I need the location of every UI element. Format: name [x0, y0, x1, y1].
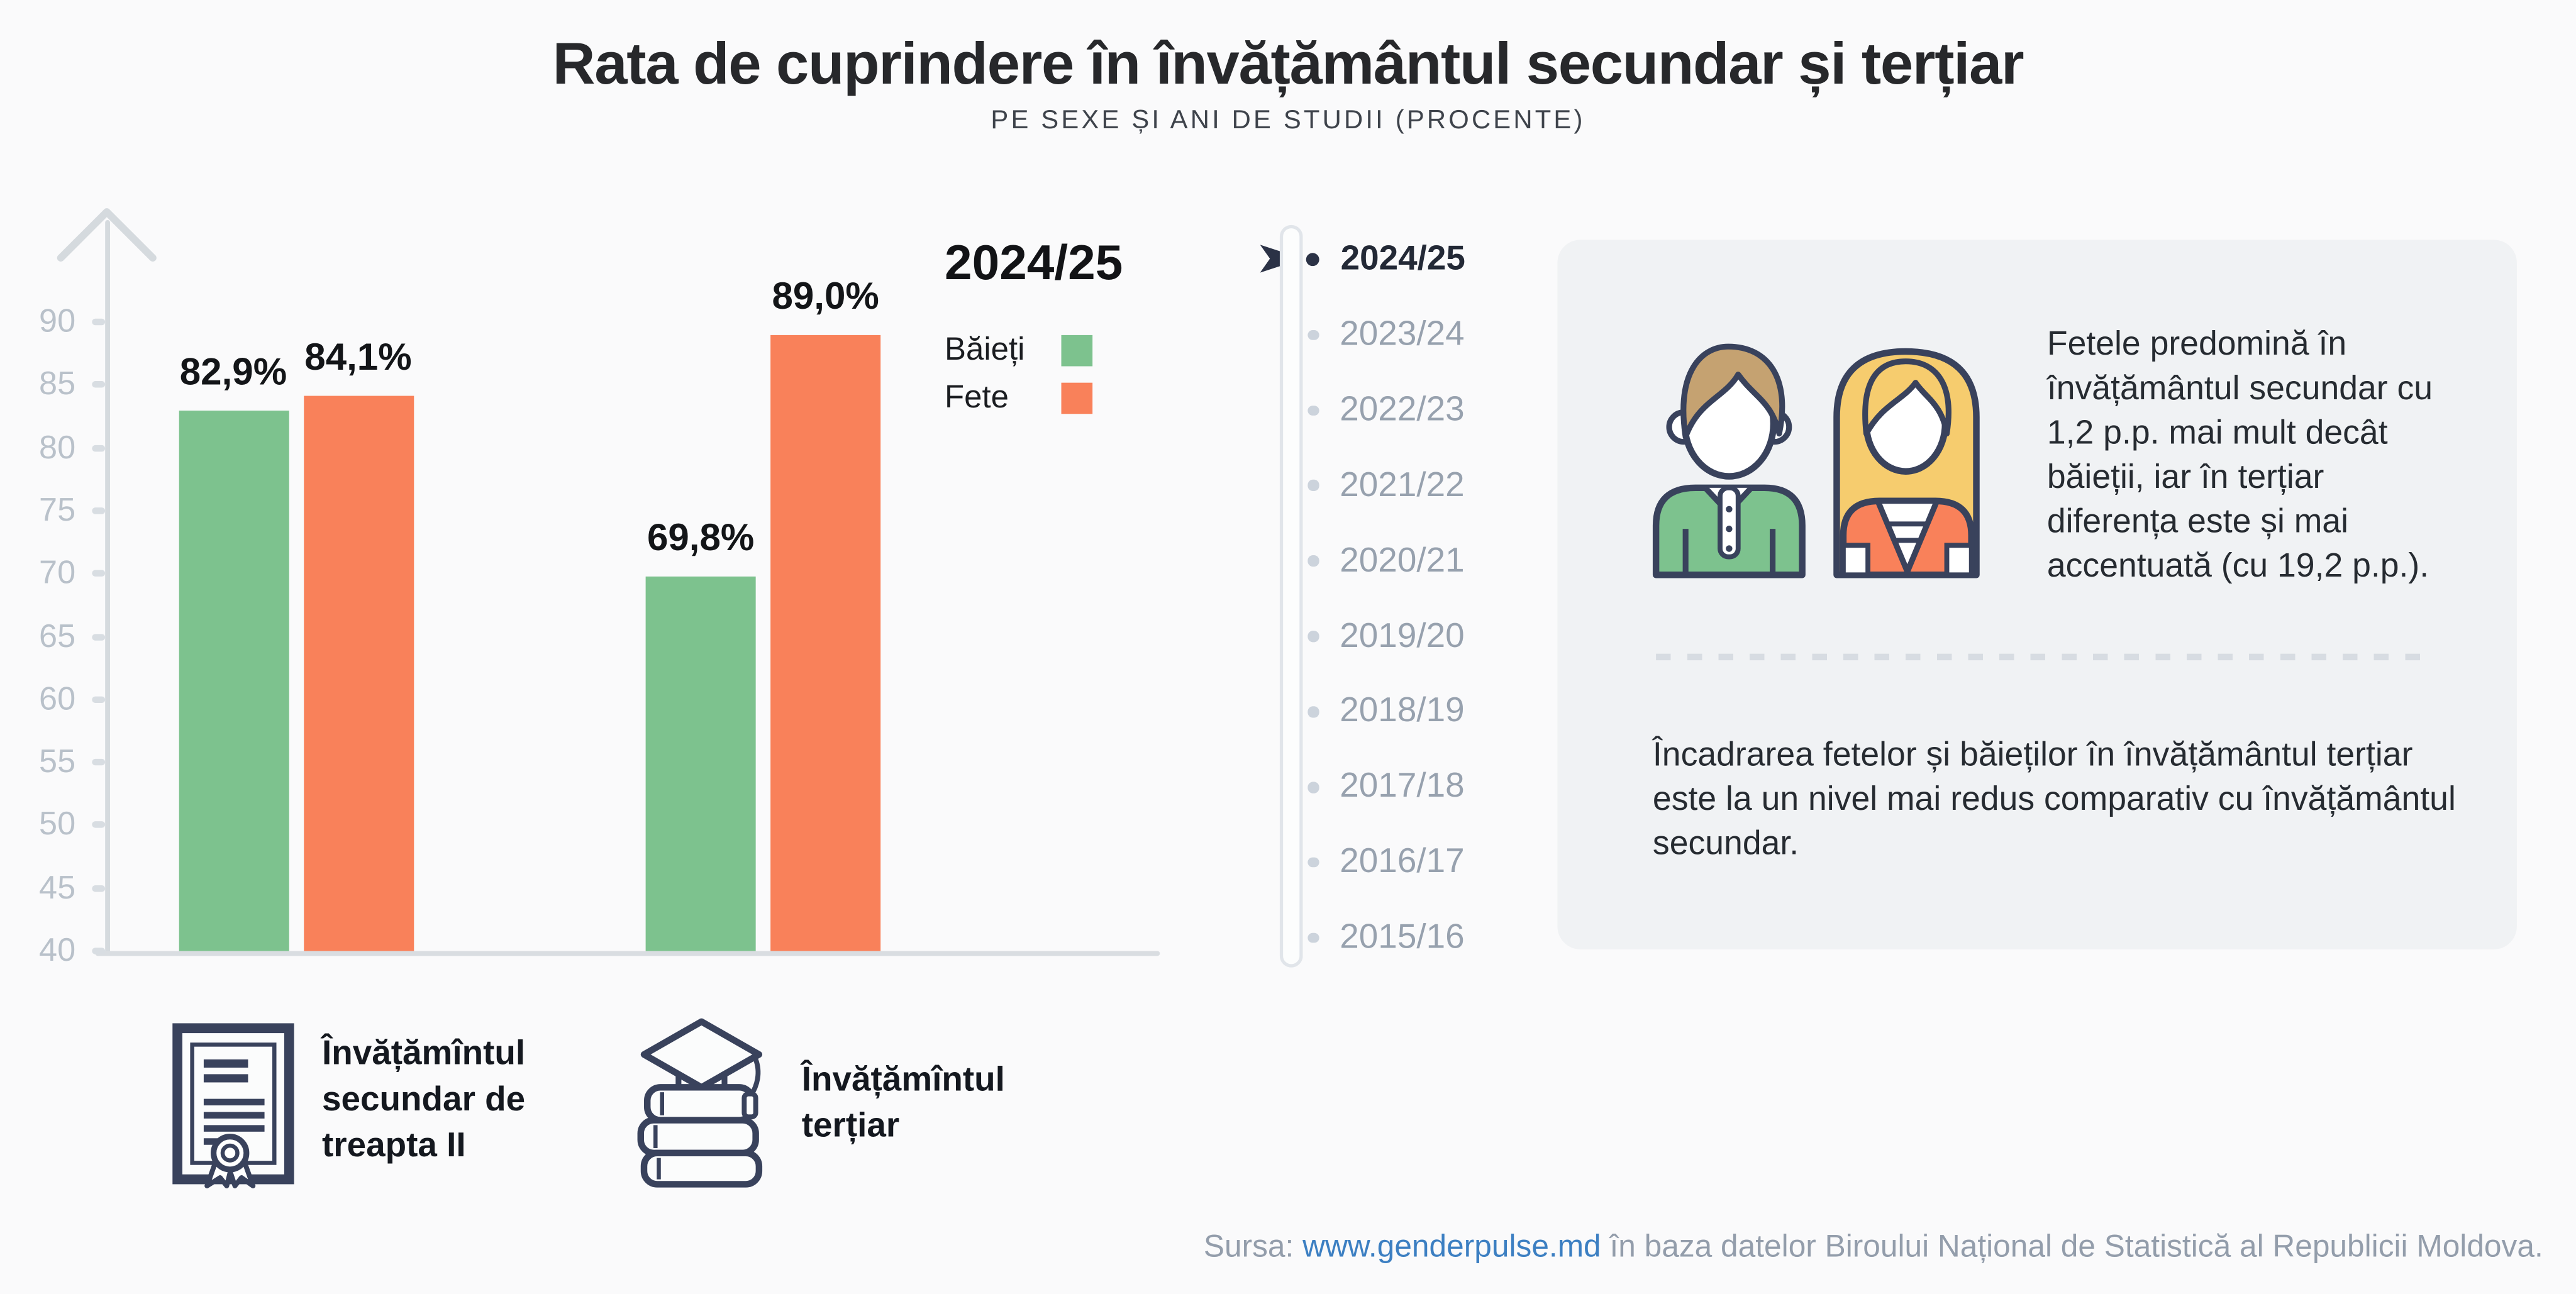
timeline-year-label[interactable]: 2019/20: [1340, 616, 1465, 655]
source-link[interactable]: www.genderpulse.md: [1302, 1230, 1601, 1265]
y-tick-label-70: 70: [39, 555, 76, 592]
legend-item-girls: Fete: [945, 379, 1240, 416]
y-tick-mark-85: [92, 381, 106, 389]
timeline-track[interactable]: [1279, 224, 1303, 968]
category-label-tertiary: Învățămîntul terțiar: [801, 1061, 1005, 1145]
timeline-year-label[interactable]: 2024/25: [1340, 240, 1465, 278]
bar-băieți-2: [645, 576, 756, 951]
legend-item-boys: Băieți: [945, 331, 1240, 368]
timeline-dot[interactable]: [1307, 405, 1319, 416]
y-tick-mark-65: [92, 633, 106, 640]
timeline-dot[interactable]: [1307, 631, 1319, 642]
timeline-year-2022-23[interactable]: 2022/23: [1265, 387, 1465, 433]
insight-paragraph-1: Fetele predomină în învățământul secunda…: [2046, 325, 2433, 585]
bar-value-label: 69,8%: [647, 515, 755, 558]
category-label-secondary: Învățămîntul secundar de treapta II: [322, 1034, 526, 1165]
y-axis-line: [105, 220, 111, 954]
source-prefix: Sursa:: [1203, 1230, 1303, 1265]
y-tick-label-85: 85: [39, 367, 76, 403]
timeline-year-2019-20[interactable]: 2019/20: [1265, 614, 1465, 660]
timeline-year-label[interactable]: 2022/23: [1340, 390, 1465, 429]
timeline-year-2015-16[interactable]: 2015/16: [1265, 915, 1465, 961]
insight-paragraph-2: Încadrarea fetelor și băieților în învăț…: [1652, 736, 2456, 863]
timeline-year-label[interactable]: 2015/16: [1340, 918, 1465, 956]
bar-value-label: 82,9%: [179, 350, 287, 394]
bar-băieți-1: [178, 411, 289, 951]
y-tick-mark-50: [92, 822, 106, 829]
chart-legend: 2024/25 Băieți Fete: [945, 236, 1240, 430]
timeline-year-label[interactable]: 2016/17: [1340, 843, 1465, 881]
boy-and-girl-icon: [1652, 343, 1980, 578]
y-tick-label-65: 65: [39, 618, 76, 655]
timeline-year-2024-25[interactable]: 2024/25: [1265, 236, 1465, 282]
timeline-dot[interactable]: [1307, 857, 1319, 868]
timeline-year-2017-18[interactable]: 2017/18: [1265, 764, 1465, 810]
bar-chart: 40 45 50 55 60 65 70 75 80 85 90 82,9% 69,8% 84,1% 89…: [0, 0, 1248, 1051]
timeline-dot[interactable]: [1307, 480, 1319, 491]
timeline-dot[interactable]: [1307, 782, 1319, 793]
y-tick-label-40: 40: [39, 932, 76, 970]
bar-fete-1: [303, 396, 413, 951]
source-line: Sursa: www.genderpulse.md în baza datelo…: [821, 1230, 2543, 1266]
girl-hair-front: [1862, 358, 1951, 437]
timeline-year-label[interactable]: 2017/18: [1340, 767, 1465, 805]
timeline-dot[interactable]: [1306, 253, 1319, 267]
bar-value-label: 89,0%: [772, 274, 879, 317]
y-tick-mark-70: [92, 570, 106, 577]
y-tick-mark-40: [92, 948, 106, 954]
y-tick-mark-80: [92, 444, 106, 451]
y-tick-label-90: 90: [39, 304, 76, 340]
y-tick-label-80: 80: [39, 429, 76, 466]
page-title: Rata de cuprindere în învățământul secun…: [552, 30, 2024, 97]
timeline-year-label[interactable]: 2023/24: [1340, 315, 1465, 353]
timeline-year-2016-17[interactable]: 2016/17: [1265, 839, 1465, 885]
bar-fete-2: [770, 335, 881, 951]
timeline-year-label[interactable]: 2020/21: [1340, 541, 1465, 580]
x-axis-line: [95, 951, 1160, 956]
timeline-dot[interactable]: [1307, 555, 1319, 567]
y-tick-mark-75: [92, 507, 106, 514]
insight-panel: Fetele predomină în învățământul secunda…: [1557, 240, 2517, 949]
y-tick-label-55: 55: [39, 744, 76, 781]
timeline-dot[interactable]: [1307, 932, 1319, 944]
y-tick-mark-90: [92, 318, 106, 326]
timeline-year-label[interactable]: 2021/22: [1340, 466, 1465, 504]
y-axis-arrow-icon: [57, 208, 157, 262]
page-subtitle: PE SEXE ȘI ANI DE STUDII (PROCENTE): [991, 106, 1585, 135]
year-timeline: 2024/25 2023/24 2022/23 2021/22 2020/21 2019/…: [1260, 0, 1544, 1019]
boy-hair: [1680, 343, 1785, 440]
certificate-icon: [172, 1023, 294, 1188]
y-tick-label-60: 60: [39, 681, 76, 718]
timeline-year-2023-24[interactable]: 2023/24: [1265, 312, 1465, 358]
timeline-year-label[interactable]: 2018/19: [1340, 692, 1465, 730]
legend-label-boys: Băieți: [945, 331, 1025, 368]
timeline-dot[interactable]: [1307, 706, 1319, 717]
bar-value-label: 84,1%: [304, 335, 412, 379]
y-tick-label-50: 50: [39, 807, 76, 844]
y-tick-label-45: 45: [39, 870, 76, 907]
source-suffix: în baza datelor Biroului Național de Sta…: [1601, 1230, 2543, 1265]
y-tick-label-75: 75: [39, 492, 76, 529]
legend-swatch-girls: [1061, 382, 1093, 414]
timeline-year-2018-19[interactable]: 2018/19: [1265, 689, 1465, 735]
legend-swatch-boys: [1061, 335, 1093, 367]
timeline-year-2021-22[interactable]: 2021/22: [1265, 463, 1465, 509]
y-tick-mark-45: [92, 885, 106, 892]
timeline-dot[interactable]: [1307, 329, 1319, 341]
y-tick-mark-60: [92, 696, 106, 703]
legend-label-girls: Fete: [945, 379, 1009, 416]
y-tick-mark-55: [92, 759, 106, 766]
books-graduation-icon: [637, 1018, 763, 1188]
legend-year-title: 2024/25: [945, 236, 1123, 291]
dashed-divider: [1656, 653, 2425, 661]
timeline-year-2020-21[interactable]: 2020/21: [1265, 538, 1465, 584]
